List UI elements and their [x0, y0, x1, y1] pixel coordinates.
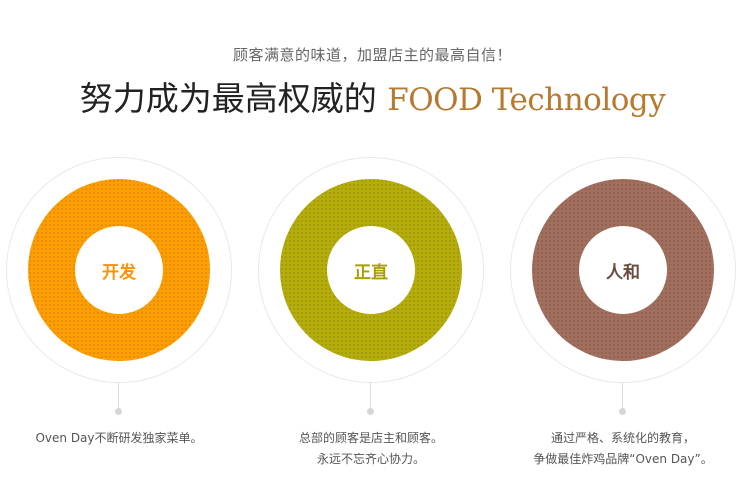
value-card-harmony: 人和 通过严格、系统化的教育， 争做最佳炸鸡品牌“Oven Day”。	[510, 152, 740, 482]
description-line: 争做最佳炸鸡品牌“Oven Day”。	[533, 452, 713, 466]
donut-ring: 人和	[532, 179, 714, 361]
description-line: Oven Day不断研发独家菜单。	[35, 431, 203, 445]
description-line: 总部的顾客是店主和顾客。	[298, 431, 443, 445]
header-title: 努力成为最高权威的 FOOD Technology	[0, 72, 745, 120]
connector-dot	[115, 408, 122, 415]
value-card-development: 开发 Oven Day不断研发独家菜单。	[6, 152, 236, 482]
description-line: 永远不忘齐心协力。	[316, 452, 425, 466]
connector-line	[370, 383, 371, 409]
donut-label: 正直	[327, 226, 415, 314]
connector-dot	[367, 408, 374, 415]
description-line: 通过严格、系统化的教育，	[550, 431, 695, 445]
card-description: 通过严格、系统化的教育， 争做最佳炸鸡品牌“Oven Day”。	[500, 428, 745, 470]
donut-label: 开发	[75, 226, 163, 314]
connector-line	[622, 383, 623, 409]
donut-ring: 正直	[280, 179, 462, 361]
card-description: 总部的顾客是店主和顾客。 永远不忘齐心协力。	[248, 428, 494, 470]
donut-ring: 开发	[28, 179, 210, 361]
connector-dot	[619, 408, 626, 415]
header-title-accent: FOOD Technology	[387, 82, 666, 118]
header-subtitle: 顾客满意的味道，加盟店主的最高自信！	[232, 46, 512, 64]
donut-label: 人和	[579, 226, 667, 314]
header-title-main: 努力成为最高权威的	[79, 79, 377, 118]
value-card-integrity: 正直 总部的顾客是店主和顾客。 永远不忘齐心协力。	[258, 152, 488, 482]
card-description: Oven Day不断研发独家菜单。	[0, 428, 242, 449]
connector-line	[118, 383, 119, 409]
